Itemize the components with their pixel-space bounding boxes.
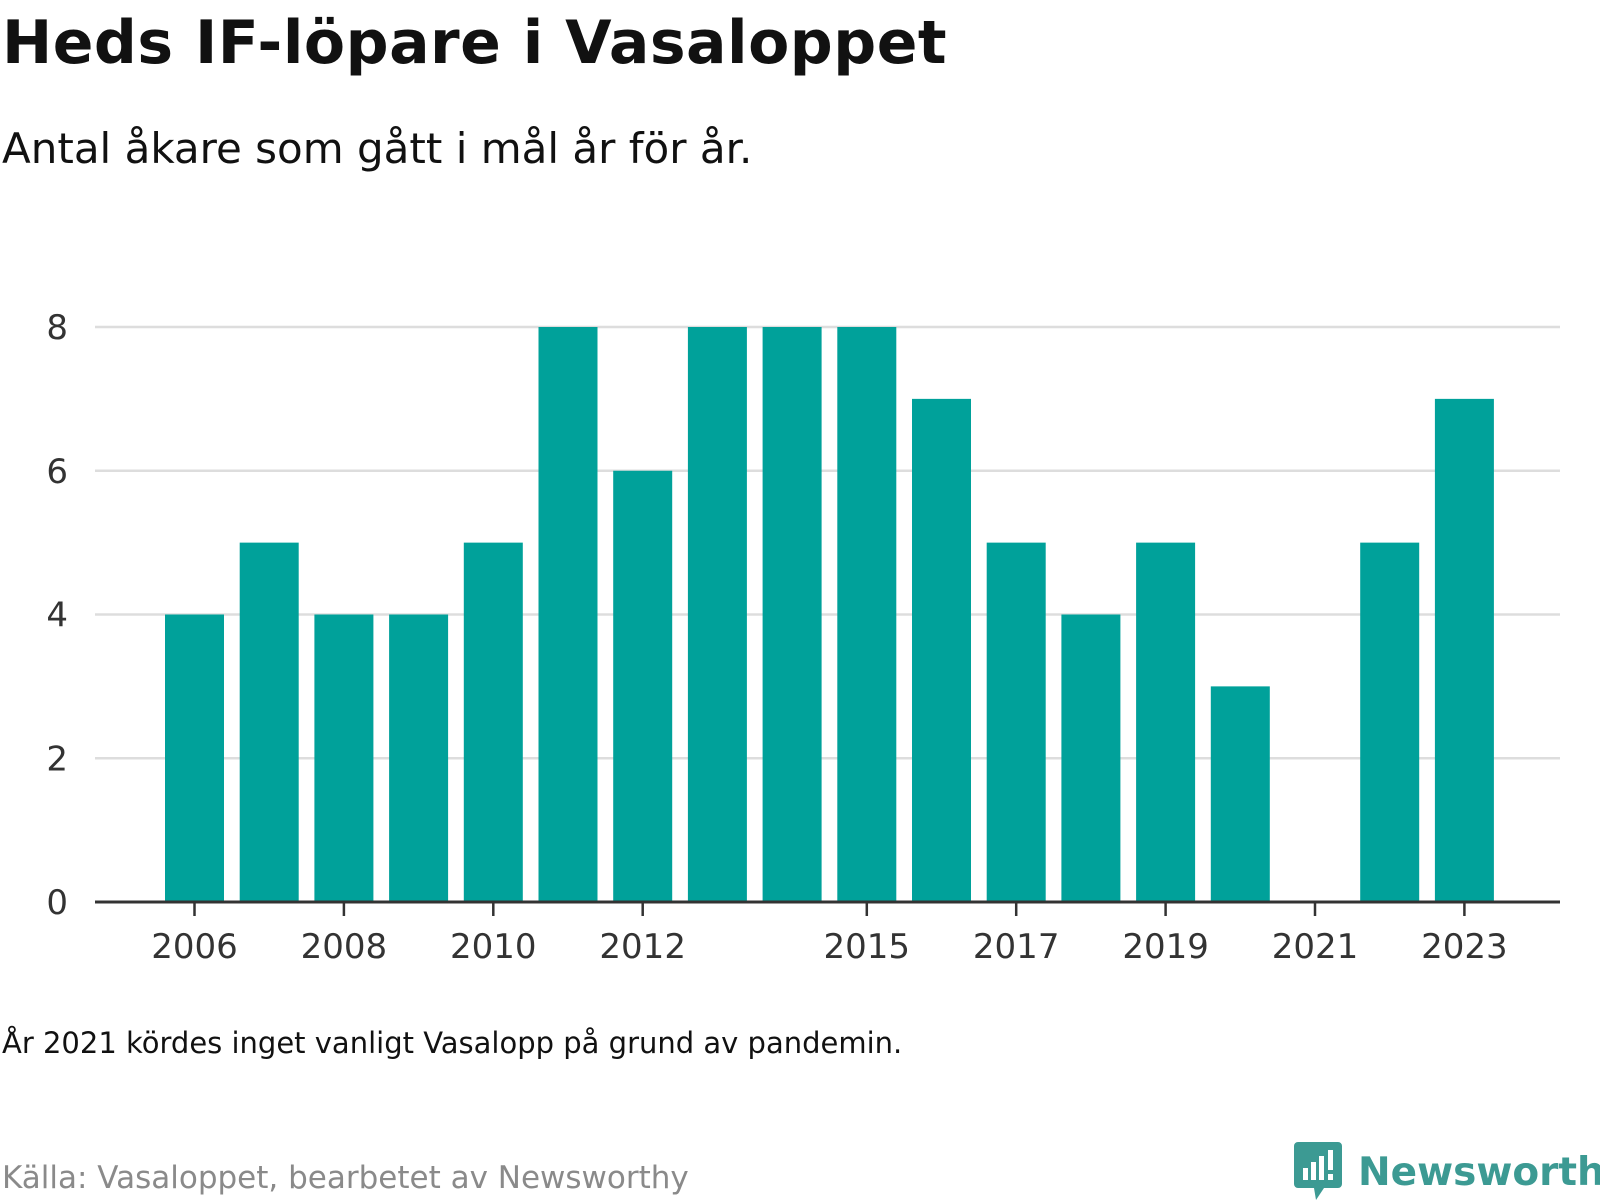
x-tick-label: 2012 xyxy=(599,927,686,967)
x-tick-label: 2021 xyxy=(1272,927,1359,967)
bar-2017 xyxy=(986,542,1046,902)
x-tick-label: 2019 xyxy=(1122,927,1209,967)
bar-2023 xyxy=(1434,398,1494,902)
bar-2013 xyxy=(687,327,747,902)
bar-2016 xyxy=(912,398,971,902)
bar-2009 xyxy=(389,614,449,902)
y-axis-labels: 0 2 4 6 8 xyxy=(46,308,68,923)
x-axis-labels: 2006 2008 2010 2012 2015 2017 2019 2021 2023 xyxy=(151,927,1507,967)
bar-2006 xyxy=(165,614,224,902)
y-tick-label: 4 xyxy=(46,596,68,636)
x-tick-label: 2015 xyxy=(824,927,911,967)
brand-name: Newsworthy xyxy=(1358,1149,1600,1195)
bar-2022 xyxy=(1360,542,1420,902)
chart-note: År 2021 kördes inget vanligt Vasalopp på… xyxy=(2,1026,903,1060)
x-tick-label: 2023 xyxy=(1421,927,1508,967)
x-tick-label: 2010 xyxy=(450,927,537,967)
y-tick-label: 6 xyxy=(46,452,68,492)
chart-subtitle: Antal åkare som gått i mål år för år. xyxy=(2,124,753,173)
bar-2010 xyxy=(463,542,523,902)
source-text: Källa: Vasaloppet, bearbetet av Newswort… xyxy=(2,1160,689,1196)
bar-2019 xyxy=(1136,542,1196,902)
x-tick-label: 2017 xyxy=(973,927,1060,967)
bars xyxy=(165,327,1494,902)
bar-2007 xyxy=(239,542,299,902)
y-tick-label: 8 xyxy=(46,308,68,348)
chart-title: Heds IF-löpare i Vasaloppet xyxy=(2,8,948,78)
x-tick-label: 2008 xyxy=(301,927,388,967)
x-axis xyxy=(95,900,1560,916)
y-tick-label: 0 xyxy=(46,883,68,923)
bar-2014 xyxy=(762,327,822,902)
bar-2011 xyxy=(538,327,598,902)
bar-2008 xyxy=(314,614,374,902)
bar-2015 xyxy=(837,327,897,902)
x-tick-label: 2006 xyxy=(151,927,238,967)
brand-logo: Newsworthy xyxy=(1294,1142,1600,1202)
newsworthy-logo-icon xyxy=(1294,1142,1342,1200)
bar-2020 xyxy=(1210,686,1270,902)
bar-2012 xyxy=(613,470,673,902)
bar-2018 xyxy=(1061,614,1121,902)
y-tick-label: 2 xyxy=(46,739,68,779)
